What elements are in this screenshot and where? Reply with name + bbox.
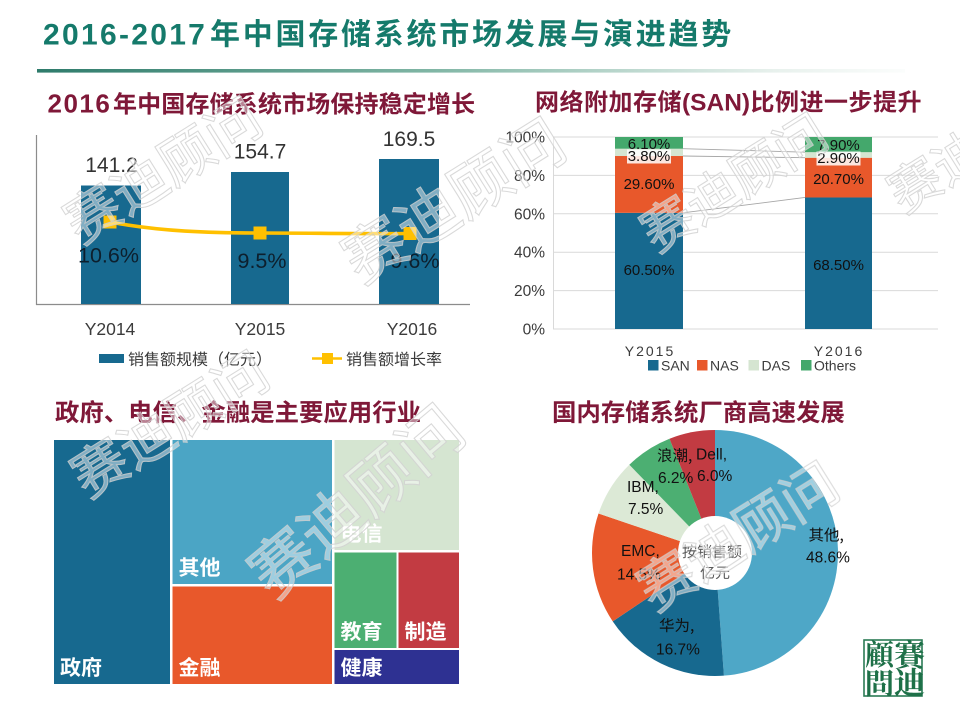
- svg-text:6.0%: 6.0%: [697, 468, 733, 485]
- svg-text:60%: 60%: [514, 206, 545, 223]
- svg-text:Others: Others: [814, 358, 856, 374]
- svg-text:6.10%: 6.10%: [628, 136, 671, 153]
- svg-text:0%: 0%: [523, 322, 546, 339]
- svg-text:DAS: DAS: [762, 358, 791, 374]
- svg-text:68.50%: 68.50%: [813, 257, 864, 274]
- svg-text:3.80%: 3.80%: [628, 148, 671, 165]
- svg-text:48.6%: 48.6%: [806, 550, 850, 567]
- svg-text:141.2: 141.2: [85, 154, 138, 177]
- svg-text:29.60%: 29.60%: [624, 176, 675, 193]
- svg-text:7.5%: 7.5%: [628, 501, 664, 518]
- svg-text:6.2%: 6.2%: [658, 470, 694, 487]
- svg-text:16.7%: 16.7%: [656, 642, 700, 659]
- svg-text:154.7: 154.7: [234, 141, 287, 164]
- svg-text:Dell,: Dell,: [696, 447, 727, 464]
- svg-text:2016-2017: 2016-2017: [43, 19, 207, 52]
- svg-text:NAS: NAS: [710, 358, 739, 374]
- svg-text:169.5: 169.5: [383, 128, 436, 151]
- svg-text:9.5%: 9.5%: [237, 249, 286, 273]
- svg-text:20%: 20%: [514, 283, 545, 300]
- svg-text:Y2016: Y2016: [814, 343, 864, 359]
- svg-text:Y2015: Y2015: [625, 343, 675, 359]
- svg-text:10.6%: 10.6%: [78, 244, 139, 268]
- svg-text:IBM,: IBM,: [627, 479, 659, 496]
- svg-text:40%: 40%: [514, 245, 545, 262]
- svg-text:60.50%: 60.50%: [624, 262, 675, 279]
- svg-text:Y2014: Y2014: [85, 319, 136, 339]
- svg-text:2016: 2016: [48, 89, 112, 119]
- svg-text:EMC,: EMC,: [621, 543, 660, 560]
- svg-text:SAN: SAN: [661, 358, 690, 374]
- svg-text:2.90%: 2.90%: [817, 150, 860, 167]
- svg-text:Y2016: Y2016: [387, 319, 438, 339]
- svg-text:Y2015: Y2015: [235, 319, 286, 339]
- svg-text:20.70%: 20.70%: [813, 171, 864, 188]
- svg-text:(SAN): (SAN): [682, 90, 750, 117]
